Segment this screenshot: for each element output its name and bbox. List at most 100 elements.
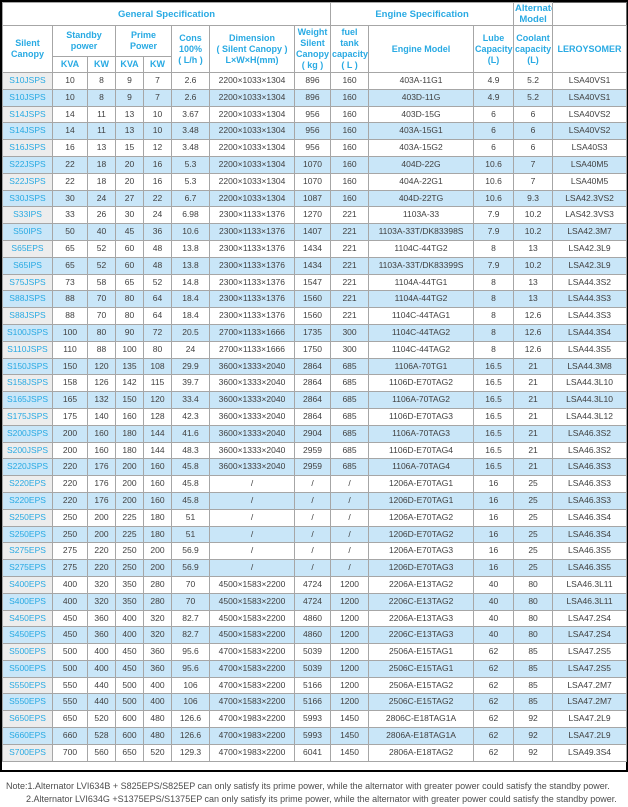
lube-capacity-cell: 40 [473,575,515,594]
lube-capacity-cell: 16.5 [473,391,515,409]
standby-kva-cell: 65 [52,239,88,258]
alternator-cell: LSA46.3S5 [552,542,628,561]
prime-kw-cell: 24 [143,206,172,225]
weight-cell: 2959 [293,458,332,477]
silent-canopy-cell: S550EPS [2,693,53,712]
standby-kw-cell: 80 [87,323,116,342]
weight-cell: 1560 [293,290,332,309]
standby-kw-cell: 360 [87,626,116,645]
coolant-capacity-cell: 80 [513,575,554,594]
col-subheader-standby_kw: KW [87,56,116,73]
lube-capacity-cell: 6 [473,122,515,141]
generator-spec-table: General Specification Engine Specificatio… [1,2,628,762]
coolant-capacity-cell: 25 [513,491,554,510]
cons-cell: 95.6 [171,643,210,661]
dimension-cell: 4700×1583×2200 [209,659,295,678]
prime-kw-cell: 64 [143,290,172,309]
dimension-cell: 3600×1333×2040 [209,424,295,443]
col-header-engine_model: Engine Model [368,25,475,73]
standby-kw-cell: 160 [87,424,116,443]
weight-cell: 5993 [293,710,332,729]
alternator-cell: LSA44.3S2 [552,273,628,292]
coolant-capacity-cell: 21 [513,374,554,393]
silent-canopy-cell: S250EPS [2,525,53,544]
coolant-capacity-cell: 92 [513,727,554,745]
prime-kva-cell: 250 [115,542,144,561]
prime-kva-cell: 150 [115,391,144,409]
alternator-cell: LSA40M5 [552,172,628,191]
dimension-cell: 3600×1333×2040 [209,407,295,426]
coolant-capacity-cell: 25 [513,475,554,493]
prime-kw-cell: 16 [143,155,172,174]
prime-kw-cell: 120 [143,391,172,409]
standby-kva-cell: 16 [52,139,88,157]
standby-kw-cell: 26 [87,206,116,225]
alternator-cell: LSA40VS2 [552,122,628,141]
lube-capacity-cell: 16 [473,491,515,510]
cons-cell: 56.9 [171,559,210,577]
prime-kva-cell: 135 [115,357,144,376]
standby-kw-cell: 132 [87,391,116,409]
silent-canopy-cell: S100JSPS [2,323,53,342]
weight-cell: 2959 [293,441,332,460]
lube-capacity-cell: 62 [473,710,515,729]
prime-kw-cell: 64 [143,307,172,325]
engine-model-cell: 2206A-E13TAG3 [368,609,475,628]
prime-kva-cell: 60 [115,256,144,275]
weight-cell: 1735 [293,323,332,342]
prime-kva-cell: 250 [115,559,144,577]
prime-kw-cell: 320 [143,626,172,645]
prime-kw-cell: 280 [143,592,172,611]
dimension-cell: 2300×1133×1376 [209,239,295,258]
dimension-cell: / [209,525,295,544]
cons-cell: 2.6 [171,88,210,107]
standby-kw-cell: 126 [87,374,116,393]
table-row: S14JSPS 14 11 13 10 3.48 2200×1033×1304 956 160 4… [2,122,628,141]
table-row: S500EPS 500 400 450 360 95.6 4700×1583×2200 503… [2,643,628,661]
cons-cell: 70 [171,592,210,611]
alternator-cell: LSA44.3S3 [552,290,628,309]
silent-canopy-cell: S150JSPS [2,357,53,376]
dimension-cell: 2300×1133×1376 [209,206,295,225]
lube-capacity-cell: 16.5 [473,458,515,477]
alternator-cell: LSA44.3L12 [552,407,628,426]
dimension-cell: 4700×1583×2200 [209,643,295,661]
weight-cell: 4724 [293,592,332,611]
alternator-cell: LSA46.3S3 [552,475,628,493]
col-subheader-standby_kva: KVA [52,56,88,73]
lube-capacity-cell: 6 [473,139,515,157]
prime-kw-cell: 36 [143,223,172,241]
weight-cell: 2864 [293,357,332,376]
coolant-capacity-cell: 85 [513,643,554,661]
fuel-tank-cell: 1200 [330,626,370,645]
alternator-cell: LSA40M5 [552,155,628,174]
prime-kw-cell: 480 [143,727,172,745]
engine-model-cell: 2206A-E13TAG2 [368,575,475,594]
fuel-tank-cell: 300 [330,323,370,342]
dimension-cell: 4500×1583×2200 [209,626,295,645]
alternator-cell: LSA42.3L9 [552,256,628,275]
lube-capacity-cell: 8 [473,307,515,325]
cons-cell: 56.9 [171,542,210,561]
silent-canopy-cell: S450EPS [2,626,53,645]
silent-canopy-cell: S650EPS [2,710,53,729]
prime-kva-cell: 400 [115,609,144,628]
standby-kva-cell: 88 [52,307,88,325]
prime-kva-cell: 13 [115,105,144,124]
prime-kw-cell: 160 [143,491,172,510]
col-header-lube_capacity: Lube Capacity (L) [473,25,515,73]
fuel-tank-cell: 221 [330,256,370,275]
table-row: S158JSPS 158 126 142 115 39.7 3600×1333×2040 28… [2,374,628,393]
fuel-tank-cell: 221 [330,239,370,258]
table-row: S250EPS 250 200 225 180 51///1206A-E70TAG2 16 2… [2,508,628,527]
standby-kw-cell: 70 [87,307,116,325]
cons-cell: 70 [171,575,210,594]
prime-kw-cell: 200 [143,559,172,577]
col-header-alternator: LEROYSOMER [552,25,628,73]
prime-kw-cell: 400 [143,676,172,695]
table-row: S550EPS 550 440 500 400 106 4700×1583×2200 5166… [2,676,628,695]
table-row: S500EPS 500 400 450 360 95.6 4700×1583×2200 503… [2,659,628,678]
engine-model-cell: 1206D-E70TAG2 [368,525,475,544]
engine-model-cell: 1206A-E70TAG3 [368,542,475,561]
alternator-cell: LSA46.3L11 [552,592,628,611]
